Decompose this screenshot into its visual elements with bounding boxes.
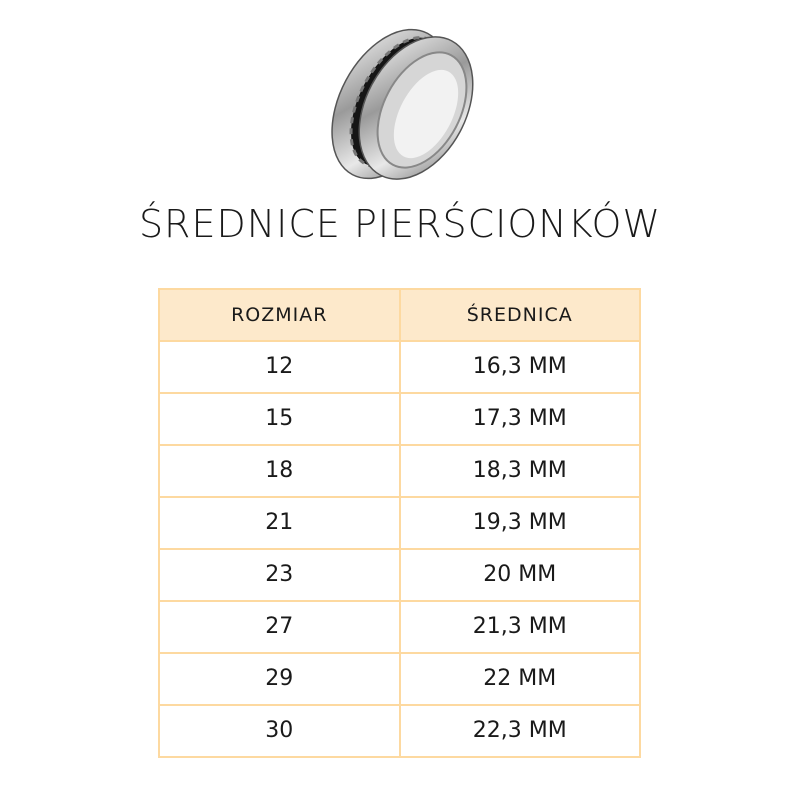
table-row: 21 19,3 MM — [158, 496, 641, 550]
size-cell: 12 — [158, 340, 401, 394]
table-row: 18 18,3 MM — [158, 444, 641, 498]
table-header-row: ROZMIAR ŚREDNICA — [158, 288, 641, 342]
size-table: ROZMIAR ŚREDNICA 12 16,3 MM 15 17,3 MM 18 18,… — [158, 288, 641, 758]
page-title: ŚREDNICE PIERŚCIONKÓW — [138, 202, 662, 246]
table-row: 30 22,3 MM — [158, 704, 641, 758]
size-cell: 23 — [158, 548, 401, 602]
table-row: 23 20 MM — [158, 548, 641, 602]
header-diameter: ŚREDNICA — [398, 288, 641, 342]
diameter-cell: 16,3 MM — [398, 340, 641, 394]
diameter-cell: 17,3 MM — [398, 392, 641, 446]
diameter-cell: 19,3 MM — [398, 496, 641, 550]
size-cell: 29 — [158, 652, 401, 706]
ring-image — [331, 28, 474, 180]
size-cell: 21 — [158, 496, 401, 550]
header-size: ROZMIAR — [158, 288, 401, 342]
table-row: 12 16,3 MM — [158, 340, 641, 394]
diameter-cell: 22 MM — [398, 652, 641, 706]
size-cell: 27 — [158, 600, 401, 654]
size-cell: 30 — [158, 704, 401, 758]
table-row: 29 22 MM — [158, 652, 641, 706]
diameter-cell: 20 MM — [398, 548, 641, 602]
size-cell: 18 — [158, 444, 401, 498]
diameter-cell: 18,3 MM — [398, 444, 641, 498]
table-row: 27 21,3 MM — [158, 600, 641, 654]
size-cell: 15 — [158, 392, 401, 446]
table-row: 15 17,3 MM — [158, 392, 641, 446]
diameter-cell: 22,3 MM — [398, 704, 641, 758]
diameter-cell: 21,3 MM — [398, 600, 641, 654]
